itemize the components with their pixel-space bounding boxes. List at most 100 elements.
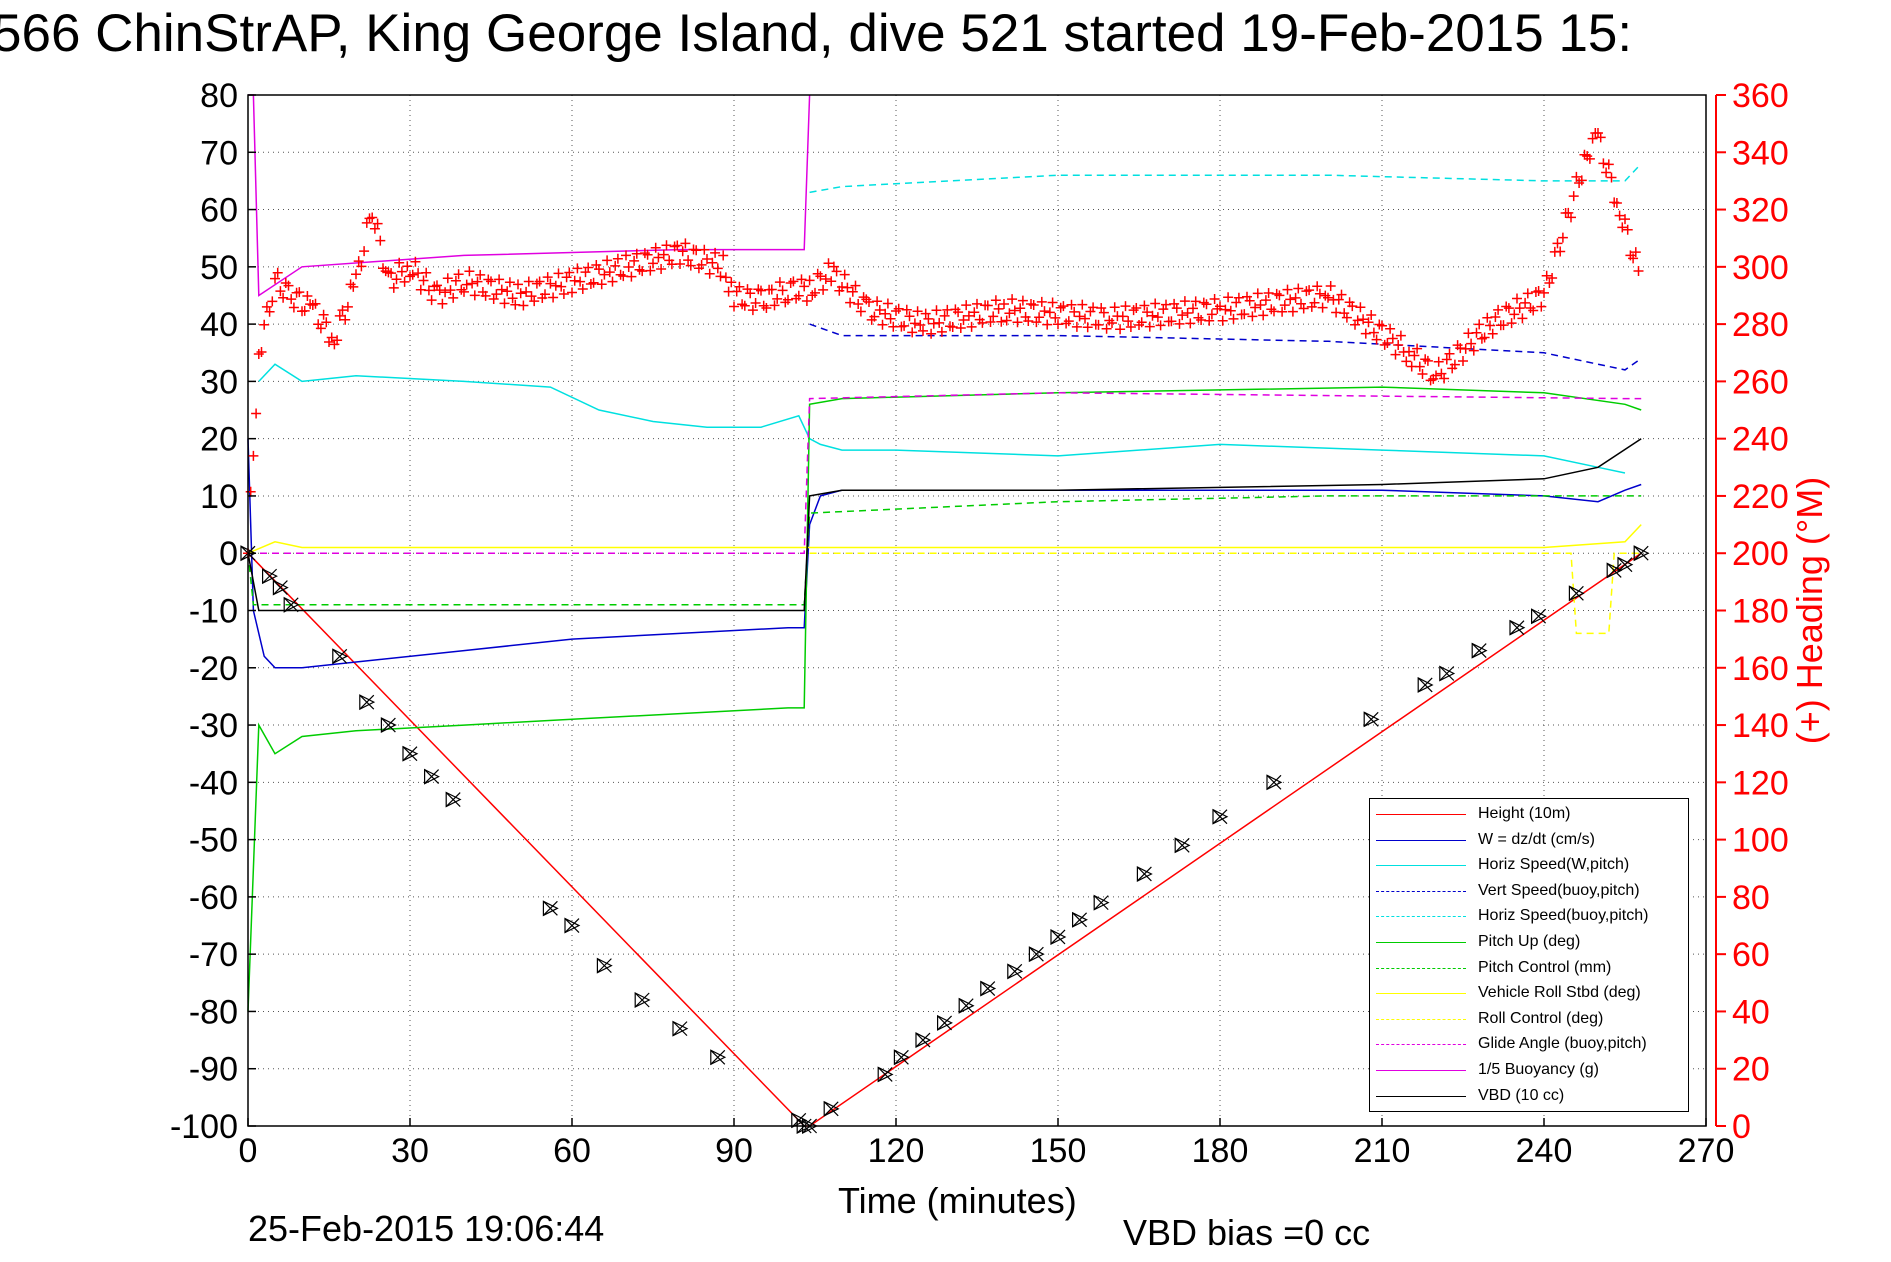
- heading-point-26-26: [1285, 294, 1296, 305]
- legend-swatch: [1376, 1095, 1466, 1097]
- heading-point-18-0: [756, 285, 766, 296]
- heading-point-22-2: [869, 311, 880, 322]
- heading-point-30-13: [1520, 297, 1531, 308]
- heading-point-17-4: [739, 300, 750, 311]
- heading-point-8-6: [399, 276, 410, 287]
- heading-point-5-7: [348, 281, 359, 292]
- height-marker-15: [710, 1049, 727, 1066]
- height-marker-6: [380, 717, 397, 734]
- heading-point-11-14: [496, 284, 507, 295]
- heading-point-3-5: [299, 305, 310, 316]
- legend-label: Pitch Up (deg): [1478, 933, 1581, 950]
- heading-point-23-1: [920, 308, 931, 319]
- heading-point-15-13: [710, 247, 721, 258]
- x-axis-ticks: 0 30 60 90 120 150 180 210 240 270: [239, 1118, 1734, 1170]
- heading-point-27-21: [1379, 339, 1390, 350]
- heading-point-25-5: [1120, 301, 1131, 312]
- heading-point-31-3: [1547, 272, 1558, 283]
- heading-point-23-29: [996, 316, 1007, 327]
- heading-point-23-11: [947, 321, 958, 332]
- heading-point-7-1: [369, 223, 380, 234]
- heading-point-30-8: [1506, 318, 1517, 329]
- height-marker-34: [1266, 774, 1283, 791]
- heading-point-1-4: [264, 306, 275, 317]
- heading-point-31-1: [1541, 270, 1552, 281]
- heading-point-23-19: [969, 307, 980, 318]
- heading-point-30-10: [1512, 293, 1522, 304]
- heading-point-12-13: [548, 292, 559, 303]
- heading-point-11-10: [486, 276, 496, 287]
- height-marker-33: [1212, 808, 1229, 825]
- y2tick-label-15: 60: [1732, 936, 1770, 974]
- heading-point-27-23: [1385, 323, 1396, 334]
- heading-point-26-32: [1301, 286, 1312, 297]
- heading-point-19-1: [785, 278, 796, 289]
- height-marker-12: [596, 957, 613, 974]
- heading-point-8-7: [402, 261, 413, 272]
- heading-point-28-7: [1422, 355, 1433, 366]
- heading-point-30-7: [1503, 303, 1514, 314]
- heading-point-11-9: [483, 274, 494, 285]
- height-marker-9: [445, 791, 462, 808]
- ytick-label-12: -40: [189, 764, 238, 802]
- heading-point-18-2: [761, 303, 772, 314]
- heading-point-24-16: [1042, 319, 1053, 330]
- heading-point-6-2: [356, 261, 367, 272]
- height-marker-10: [542, 900, 559, 917]
- heading-point-30-12: [1517, 313, 1528, 324]
- height-marker-31: [1136, 866, 1153, 882]
- heading-point-27-9: [1347, 301, 1358, 312]
- heading-point-23-2: [923, 313, 934, 324]
- heading-point-5-4: [340, 314, 351, 325]
- heading-point-1-5: [267, 296, 278, 307]
- legend-entry-8: Roll Control (deg): [1370, 1008, 1688, 1030]
- heading-point-19-6: [799, 281, 810, 292]
- heading-point-4-7: [326, 332, 337, 343]
- ytick-label-11: -30: [189, 707, 238, 745]
- heading-point-19-7: [801, 296, 812, 307]
- heading-point-11-6: [475, 269, 486, 280]
- heading-point-33-1: [1595, 132, 1606, 143]
- heading-point-6-4: [361, 217, 372, 228]
- heading-point-27-29: [1401, 356, 1412, 367]
- heading-point-15-14: [712, 263, 723, 274]
- heading-point-22-19: [915, 319, 926, 330]
- left-axis-ticks: 80 70 60 50 40 30 20 10 0 -10 -20 -30 -40 -50 -60 -70 -8…: [170, 77, 256, 1146]
- heading-point-4-1: [310, 298, 321, 309]
- heading-point-25-7: [1125, 322, 1136, 333]
- heading-point-21-10: [853, 298, 864, 309]
- heading-point-12-19: [564, 267, 575, 278]
- heading-point-14-7: [639, 248, 650, 259]
- heading-point-26-15: [1255, 300, 1266, 311]
- heading-point-29-0: [1431, 370, 1441, 381]
- heading-point-33-4: [1603, 159, 1614, 170]
- heading-point-31-7: [1557, 232, 1568, 243]
- heading-point-25-11: [1136, 317, 1147, 328]
- heading-point-11-18: [507, 293, 518, 304]
- heading-point-12-12: [545, 278, 556, 289]
- height-marker-44: [1633, 545, 1650, 562]
- heading-point-3-1: [288, 302, 299, 313]
- heading-point-26-38: [1317, 302, 1328, 313]
- heading-point-13-2: [572, 263, 583, 274]
- heading-point-11-0: [459, 286, 469, 297]
- y2tick-label-4: 280: [1732, 306, 1789, 344]
- heading-point-12-16: [556, 281, 567, 292]
- series-line-3: [809, 323, 1642, 371]
- heading-point-29-14: [1468, 345, 1479, 356]
- heading-point-14-14: [658, 249, 669, 260]
- y2tick-label-1: 340: [1732, 134, 1789, 172]
- height-marker-23: [937, 1014, 953, 1031]
- heading-point-21-13: [861, 294, 872, 305]
- height-marker-39: [1509, 619, 1526, 636]
- heading-point-7-0: [367, 212, 378, 223]
- heading-point-23-5: [931, 305, 942, 316]
- height-marker-30: [1093, 894, 1110, 911]
- height-marker-29: [1072, 911, 1088, 928]
- height-marker-43: [1617, 556, 1634, 573]
- heading-point-27-18: [1371, 334, 1382, 345]
- heading-point-15-12: [707, 257, 718, 268]
- y2tick-label-8: 200: [1732, 535, 1789, 573]
- ytick-label-14: -60: [189, 879, 238, 917]
- heading-point-25-25: [1174, 318, 1185, 329]
